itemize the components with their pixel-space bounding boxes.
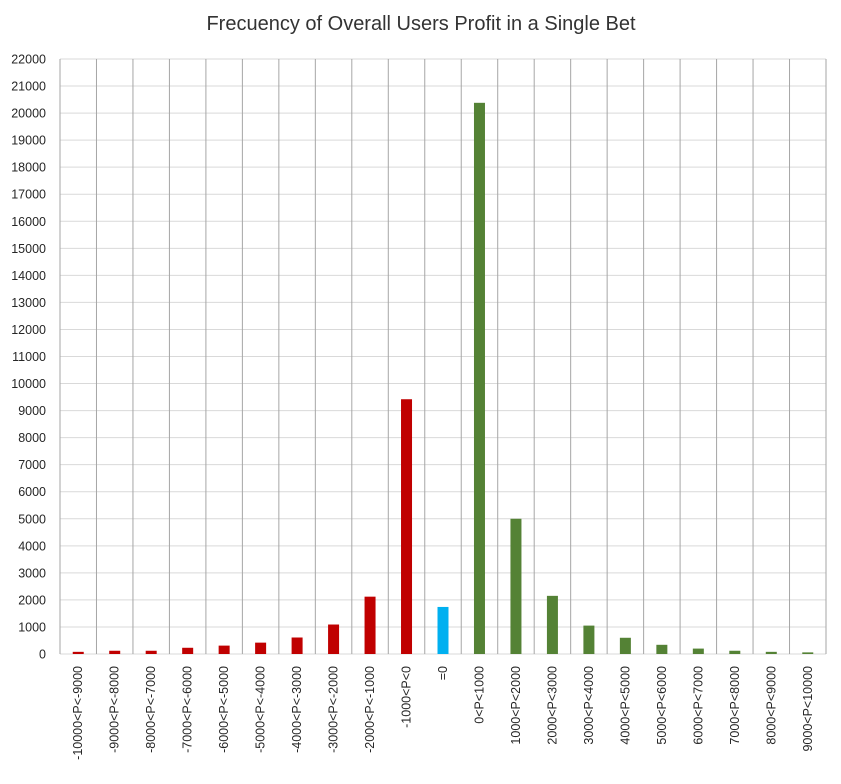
- y-tick-label-18000: 18000: [11, 161, 46, 175]
- x-tick-label-8: -2000<P<-1000: [363, 666, 377, 753]
- y-tick-label-7000: 7000: [18, 458, 46, 472]
- bar-6: [291, 637, 303, 654]
- x-tick-label-17: 6000<P<7000: [691, 666, 705, 745]
- x-tick-label-13: 2000<P<3000: [545, 666, 559, 745]
- y-tick-label-0: 0: [39, 648, 46, 662]
- y-tick-label-20000: 20000: [11, 107, 46, 121]
- y-tick-label-5000: 5000: [18, 512, 46, 526]
- x-tick-label-7: -3000<P<-2000: [327, 666, 341, 753]
- x-tick-label-20: 9000<P<10000: [801, 666, 815, 752]
- bar-12: [510, 518, 522, 654]
- y-tick-label-17000: 17000: [11, 188, 46, 202]
- bar-13: [546, 595, 558, 654]
- x-tick-label-10: =0: [436, 666, 450, 680]
- y-tick-label-6000: 6000: [18, 485, 46, 499]
- y-tick-label-12000: 12000: [11, 323, 46, 337]
- x-tick-label-19: 8000<P<9000: [764, 666, 778, 745]
- category-dividers: [59, 59, 827, 654]
- y-tick-label-16000: 16000: [11, 215, 46, 229]
- bar-1: [109, 650, 121, 654]
- x-axis-ticks: -10000<P<-9000 -9000<P<-8000 -8000<P<-7000…: [71, 666, 815, 760]
- bar-4: [218, 645, 230, 654]
- x-tick-label-12: 1000<P<2000: [509, 666, 523, 745]
- bar-10: [437, 606, 449, 654]
- bar-18: [729, 650, 741, 654]
- y-tick-label-1000: 1000: [18, 620, 46, 634]
- x-tick-label-2: -8000<P<-7000: [144, 666, 158, 753]
- y-axis-ticks: 0 1000 2000 3000 4000 5000 6000 7000 8000 9000 100…: [11, 53, 46, 662]
- bar-19: [765, 651, 777, 654]
- bar-9: [401, 399, 413, 654]
- y-tick-label-14000: 14000: [11, 269, 46, 283]
- y-tick-label-8000: 8000: [18, 431, 46, 445]
- bar-15: [619, 637, 631, 654]
- x-tick-label-18: 7000<P<8000: [728, 666, 742, 745]
- y-tick-label-15000: 15000: [11, 242, 46, 256]
- bar-16: [656, 644, 668, 654]
- y-tick-label-22000: 22000: [11, 53, 46, 67]
- bar-2: [145, 650, 157, 654]
- y-tick-label-11000: 11000: [12, 350, 46, 364]
- x-tick-label-4: -6000<P<-5000: [217, 666, 231, 753]
- bar-5: [255, 642, 267, 654]
- y-tick-label-10000: 10000: [11, 377, 46, 391]
- bar-7: [328, 624, 340, 654]
- y-tick-label-19000: 19000: [11, 134, 46, 148]
- x-tick-label-1: -9000<P<-8000: [108, 666, 122, 753]
- x-tick-label-0: -10000<P<-9000: [71, 666, 85, 760]
- x-tick-label-3: -7000<P<-6000: [181, 666, 195, 753]
- x-tick-label-15: 4000<P<5000: [618, 666, 632, 745]
- bar-0: [72, 651, 84, 654]
- x-tick-label-6: -4000<P<-3000: [290, 666, 304, 753]
- bar-14: [583, 625, 595, 654]
- y-tick-label-9000: 9000: [18, 404, 46, 418]
- x-tick-label-9: -1000<P<0: [400, 666, 414, 728]
- bars: [72, 102, 814, 654]
- y-tick-label-21000: 21000: [11, 80, 46, 94]
- y-tick-label-2000: 2000: [18, 593, 46, 607]
- x-tick-label-16: 5000<P<6000: [655, 666, 669, 745]
- bar-3: [182, 647, 194, 654]
- bar-8: [364, 596, 376, 654]
- bar-20: [802, 652, 814, 654]
- horizontal-gridlines: [60, 58, 826, 655]
- y-tick-label-3000: 3000: [18, 566, 46, 580]
- x-tick-label-14: 3000<P<4000: [582, 666, 596, 745]
- y-tick-label-4000: 4000: [18, 539, 46, 553]
- bar-17: [692, 648, 704, 654]
- x-tick-label-11: 0<P<1000: [472, 666, 486, 724]
- x-tick-label-5: -5000<P<-4000: [254, 666, 268, 753]
- chart-title: Frecuency of Overall Users Profit in a S…: [206, 13, 636, 35]
- bar-11: [473, 102, 485, 654]
- y-tick-label-13000: 13000: [11, 296, 46, 310]
